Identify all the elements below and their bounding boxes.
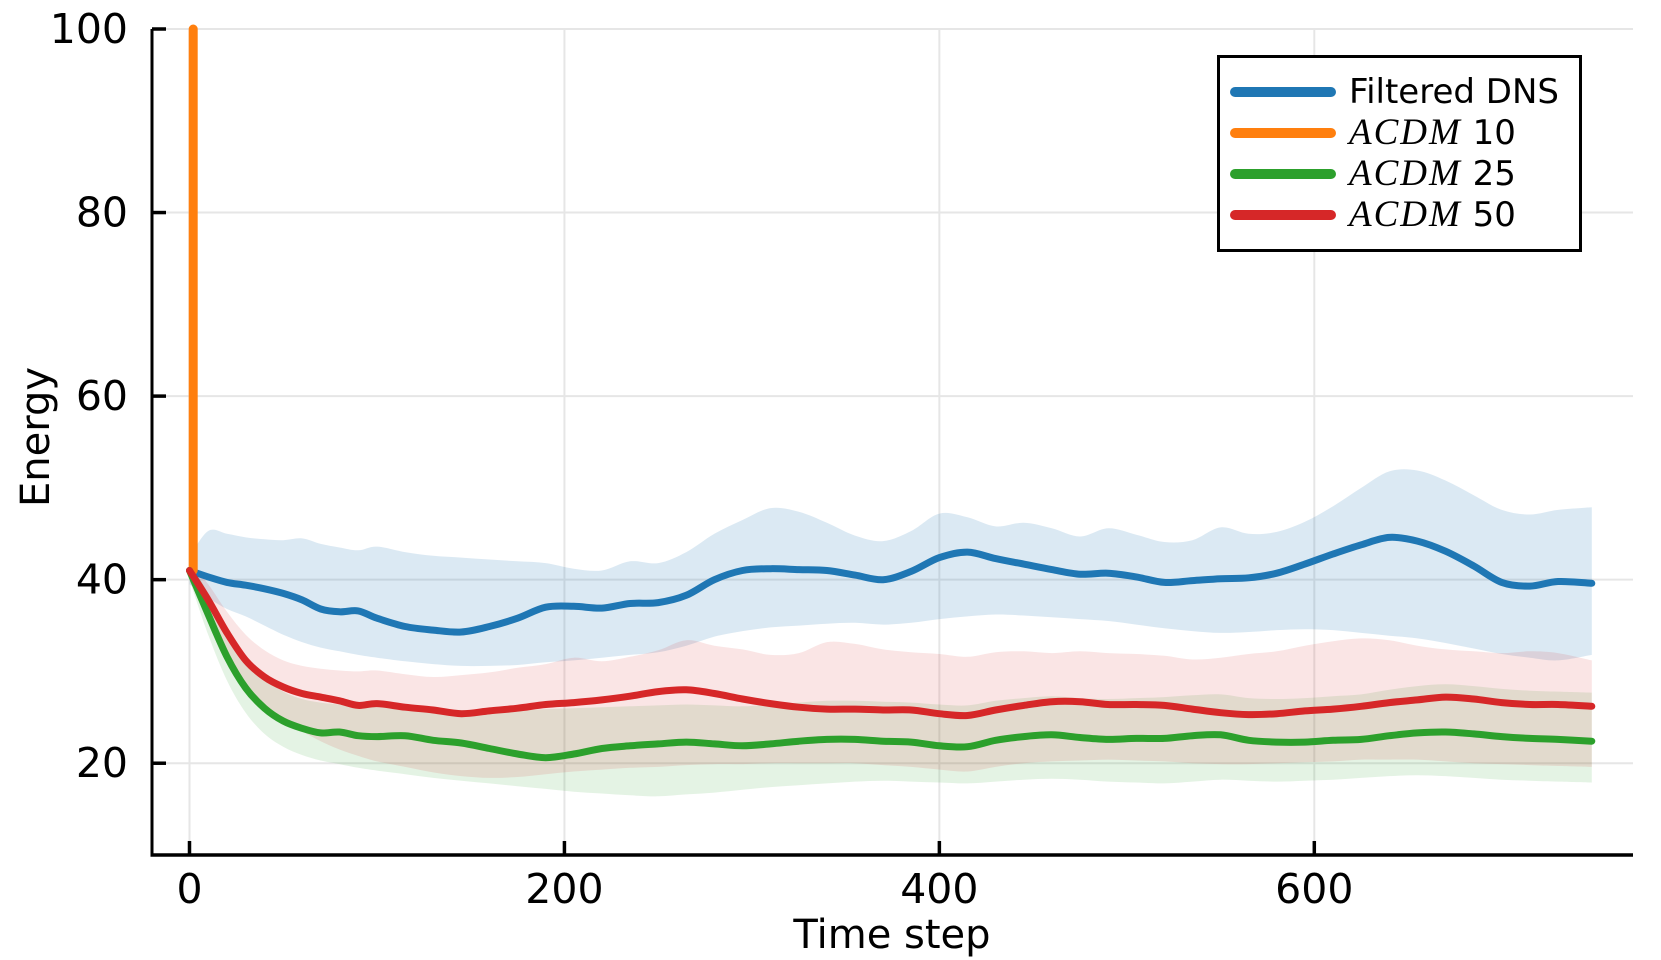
x-axis-label: Time step xyxy=(793,912,991,958)
legend-item-filtered-dns: Filtered DNS xyxy=(1220,72,1579,113)
legend-swatch-acdm-50 xyxy=(1230,210,1336,220)
legend-item-acdm-25: ACDM 25 xyxy=(1220,153,1579,195)
y-tick-label: 20 xyxy=(76,739,128,787)
legend-item-acdm-10: ACDM 10 xyxy=(1220,112,1579,154)
legend-swatch-acdm-10 xyxy=(1230,128,1336,138)
x-tick-label: 0 xyxy=(176,865,202,913)
legend-label-filtered-dns: Filtered DNS xyxy=(1349,72,1559,112)
x-tick-label: 600 xyxy=(1275,865,1353,913)
y-tick-label: 80 xyxy=(76,189,128,237)
series-band-filtered-dns xyxy=(189,469,1592,667)
y-tick-label: 100 xyxy=(50,5,128,53)
y-tick-label: 60 xyxy=(76,372,128,420)
x-tick-label: 200 xyxy=(525,865,603,913)
legend-swatch-acdm-25 xyxy=(1230,169,1336,179)
legend-label-acdm-10: ACDM 10 xyxy=(1349,112,1516,153)
legend-label-acdm-50: ACDM 50 xyxy=(1349,194,1516,235)
series-line-acdm-25 xyxy=(186,567,1596,762)
legend-label-acdm-25: ACDM 25 xyxy=(1349,153,1516,194)
legend-item-acdm-50: ACDM 50 xyxy=(1220,194,1579,236)
series-band-acdm-50 xyxy=(189,561,1592,778)
y-axis-label: Energy xyxy=(13,366,59,508)
legend-swatch-filtered-dns xyxy=(1230,87,1336,97)
y-tick-label: 40 xyxy=(76,556,128,604)
series-line-filtered-dns xyxy=(186,533,1596,636)
series-line-acdm-50 xyxy=(186,567,1596,720)
legend: Filtered DNS ACDM 10 ACDM 25 ACDM 50 xyxy=(1217,55,1582,252)
x-tick-label: 400 xyxy=(900,865,978,913)
